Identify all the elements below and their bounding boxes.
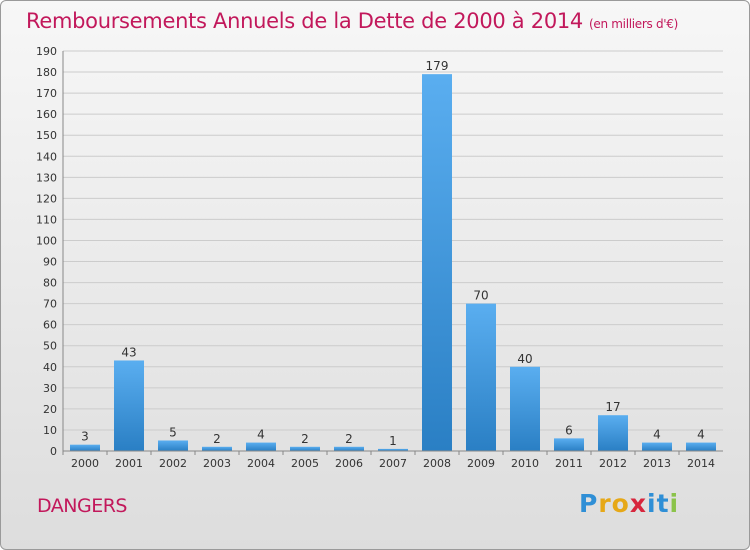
x-tick-label: 2011 (555, 457, 583, 470)
y-tick-label: 70 (43, 298, 57, 311)
y-tick-label: 100 (36, 234, 57, 247)
x-tick-label: 2004 (247, 457, 275, 470)
proxiti-logo: Proxiti (579, 489, 679, 518)
x-tick-label: 2008 (423, 457, 451, 470)
y-tick-label: 20 (43, 403, 57, 416)
data-label: 70 (473, 289, 488, 303)
logo-letter: t (656, 489, 670, 518)
y-tick-label: 120 (36, 192, 57, 205)
y-tick-labels: 0 10 20 30 40 50 60 70 80 90 100 110 120 130 140 150 160… (36, 45, 57, 458)
bar-2012 (598, 415, 628, 451)
bar-2004 (246, 442, 276, 451)
axes (62, 51, 723, 452)
x-tick-label: 2007 (379, 457, 407, 470)
logo-letter: i (669, 489, 680, 518)
bar-2010 (510, 366, 540, 451)
x-tick-label: 2014 (687, 457, 715, 470)
town-name: DANGERS (37, 495, 128, 517)
y-tick-label: 150 (36, 129, 57, 142)
x-tick-label: 2000 (71, 457, 99, 470)
y-tick-label: 170 (36, 87, 57, 100)
chart-unit: (en milliers d'€) (589, 17, 679, 31)
y-tick-label: 160 (36, 108, 57, 121)
logo-letter: i (647, 489, 657, 518)
y-tick-label: 110 (36, 213, 57, 226)
x-tick-labels: 2000 2001 2002 2003 2004 2005 2006 2007 2008 2009… (62, 451, 715, 470)
y-tick-label: 0 (50, 445, 57, 458)
bar-2013 (642, 442, 672, 451)
logo-letter: P (579, 489, 599, 518)
bar-2000 (70, 444, 100, 451)
y-tick-label: 50 (43, 340, 57, 353)
x-tick-label: 2006 (335, 457, 363, 470)
bar-2006 (334, 446, 364, 451)
y-tick-label: 180 (36, 66, 57, 79)
bar-2002 (158, 440, 188, 451)
x-tick-label: 2005 (291, 457, 319, 470)
bar-2007 (378, 448, 408, 451)
x-tick-label: 2009 (467, 457, 495, 470)
bar-2003 (202, 446, 232, 451)
bar-2014 (686, 442, 716, 451)
y-tick-label: 40 (43, 361, 57, 374)
chart-title-text: Remboursements Annuels de la Dette de 20… (26, 9, 583, 33)
x-tick-label: 2001 (115, 457, 143, 470)
data-label: 3 (81, 430, 89, 444)
x-tick-label: 2012 (599, 457, 627, 470)
data-label: 2 (345, 432, 353, 446)
y-tick-label: 190 (36, 45, 57, 58)
y-tick-label: 30 (43, 382, 57, 395)
data-label: 1 (389, 434, 397, 448)
bar-2001 (114, 360, 144, 451)
data-label: 17 (605, 400, 620, 414)
logo-letter: x (629, 489, 647, 518)
y-tick-label: 60 (43, 319, 57, 332)
y-tick-label: 80 (43, 277, 57, 290)
data-label: 4 (257, 428, 265, 442)
grid-lines (63, 50, 723, 452)
data-labels: 3 43 5 2 4 2 2 1 179 70 40 6 17 4 4 (81, 59, 705, 448)
x-tick-label: 2013 (643, 457, 671, 470)
data-label: 4 (653, 428, 661, 442)
bar-2008 (422, 74, 452, 451)
data-label: 179 (426, 59, 449, 73)
y-tick-label: 140 (36, 150, 57, 163)
bars (70, 74, 716, 451)
logo-letter: r (598, 489, 612, 518)
x-tick-label: 2003 (203, 457, 231, 470)
chart-title: Remboursements Annuels de la Dette de 20… (26, 9, 678, 33)
data-label: 2 (213, 432, 221, 446)
y-tick-label: 130 (36, 171, 57, 184)
data-label: 43 (121, 345, 136, 359)
bar-2009 (466, 303, 496, 451)
y-tick-label: 90 (43, 256, 57, 269)
data-label: 4 (697, 428, 705, 442)
x-tick-label: 2010 (511, 457, 539, 470)
y-tick-label: 10 (43, 424, 57, 437)
bar-2011 (554, 438, 584, 451)
data-label: 40 (517, 352, 532, 366)
x-tick-label: 2002 (159, 457, 187, 470)
data-label: 5 (169, 425, 177, 439)
data-label: 2 (301, 432, 309, 446)
logo-letter: o (611, 489, 630, 518)
bar-2005 (290, 446, 320, 451)
data-label: 6 (565, 423, 573, 437)
